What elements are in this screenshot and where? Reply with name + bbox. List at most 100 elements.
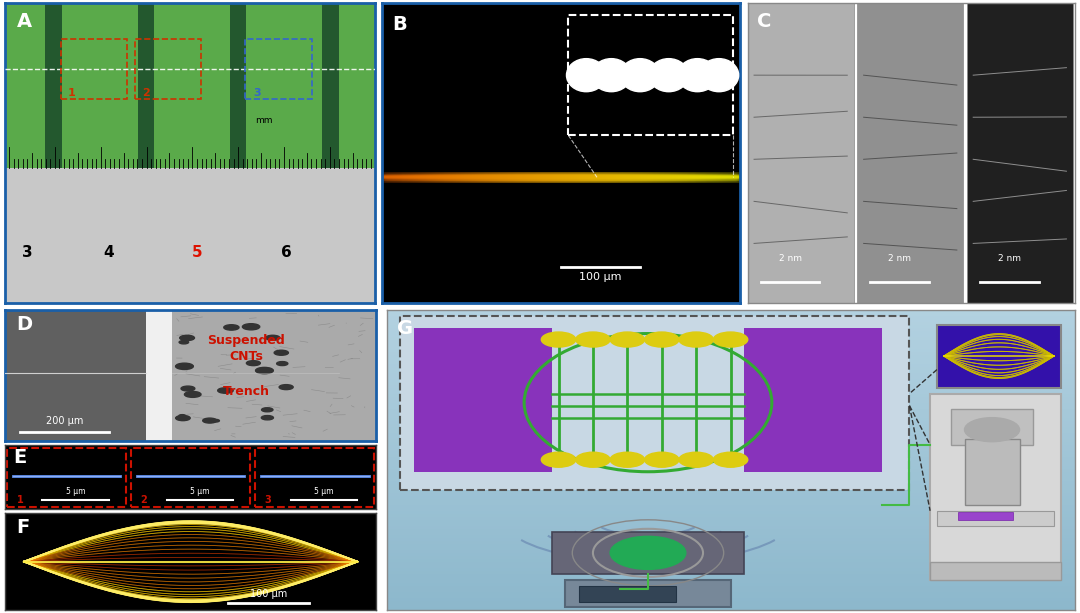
Circle shape — [620, 59, 660, 92]
Bar — [387, 451, 1075, 454]
Bar — [255, 447, 375, 507]
Bar — [387, 394, 1075, 397]
Text: B: B — [392, 15, 407, 34]
Bar — [387, 604, 1075, 607]
Bar — [387, 375, 1075, 379]
Circle shape — [645, 452, 679, 467]
Bar — [387, 571, 1075, 574]
Bar — [387, 547, 1075, 550]
Bar — [401, 316, 909, 490]
Text: 2 nm: 2 nm — [779, 254, 801, 264]
Bar — [387, 517, 1075, 520]
Circle shape — [176, 416, 190, 421]
Circle shape — [179, 341, 189, 344]
Bar — [387, 318, 1075, 322]
Bar — [747, 3, 854, 303]
Text: 2 nm: 2 nm — [998, 254, 1021, 264]
Bar — [387, 345, 1075, 349]
Text: 100 μm: 100 μm — [579, 272, 622, 283]
Bar — [146, 310, 172, 441]
Circle shape — [714, 452, 747, 467]
Circle shape — [212, 419, 219, 422]
Bar — [387, 538, 1075, 541]
Bar — [387, 360, 1075, 364]
Bar — [930, 562, 1061, 580]
Bar — [387, 577, 1075, 580]
Bar — [387, 504, 1075, 508]
Bar — [579, 586, 675, 603]
Bar — [387, 417, 1075, 421]
Text: Suspended: Suspended — [207, 333, 285, 347]
Circle shape — [645, 332, 679, 347]
Bar — [387, 580, 1075, 583]
Bar — [245, 39, 312, 99]
Circle shape — [610, 452, 645, 467]
Bar — [387, 342, 1075, 346]
Bar — [387, 585, 1075, 589]
Circle shape — [176, 363, 193, 370]
Text: 2 nm: 2 nm — [888, 254, 912, 264]
Bar — [387, 465, 1075, 469]
Bar — [131, 447, 251, 507]
Bar — [387, 330, 1075, 333]
Bar — [967, 3, 1072, 303]
Circle shape — [679, 452, 714, 467]
Circle shape — [677, 59, 717, 92]
Text: 2: 2 — [143, 88, 150, 98]
Bar — [387, 552, 1075, 556]
Bar — [387, 447, 1075, 451]
Text: Trench: Trench — [222, 385, 270, 398]
Bar — [387, 390, 1075, 394]
Text: 5 μm: 5 μm — [190, 487, 210, 496]
Bar — [387, 438, 1075, 442]
Bar — [60, 39, 127, 99]
Bar — [387, 367, 1075, 370]
Circle shape — [266, 335, 280, 340]
Bar — [387, 324, 1075, 327]
Bar — [387, 408, 1075, 412]
Bar — [387, 558, 1075, 562]
Text: D: D — [16, 314, 32, 333]
Bar — [387, 411, 1075, 414]
Text: 3: 3 — [23, 245, 32, 260]
Bar — [387, 381, 1075, 384]
Bar — [387, 402, 1075, 406]
Circle shape — [224, 325, 239, 330]
Bar — [387, 421, 1075, 424]
Bar — [387, 384, 1075, 387]
Circle shape — [185, 392, 201, 397]
Text: C: C — [757, 12, 772, 31]
Circle shape — [567, 59, 606, 92]
Circle shape — [179, 414, 186, 417]
Text: 4: 4 — [104, 245, 114, 260]
Bar — [387, 588, 1075, 592]
Bar — [387, 399, 1075, 403]
Circle shape — [964, 417, 1020, 442]
Bar — [45, 3, 62, 169]
Circle shape — [279, 384, 293, 390]
Circle shape — [181, 386, 194, 391]
Text: 1: 1 — [68, 88, 76, 98]
Bar — [387, 468, 1075, 472]
Bar — [387, 514, 1075, 517]
Circle shape — [576, 332, 610, 347]
Bar — [387, 351, 1075, 354]
Text: 6: 6 — [281, 245, 292, 260]
Bar — [387, 511, 1075, 514]
Bar — [387, 471, 1075, 474]
Bar — [322, 3, 338, 169]
Bar — [387, 568, 1075, 571]
Circle shape — [649, 59, 688, 92]
Bar — [387, 457, 1075, 460]
Bar — [387, 492, 1075, 496]
Bar — [387, 441, 1075, 444]
Bar — [387, 309, 1075, 313]
Bar — [387, 501, 1075, 504]
Circle shape — [256, 367, 273, 374]
Circle shape — [699, 59, 739, 92]
Bar — [387, 562, 1075, 565]
Circle shape — [576, 452, 610, 467]
Text: F: F — [16, 518, 30, 537]
Bar — [172, 310, 376, 441]
Bar — [950, 409, 1034, 444]
